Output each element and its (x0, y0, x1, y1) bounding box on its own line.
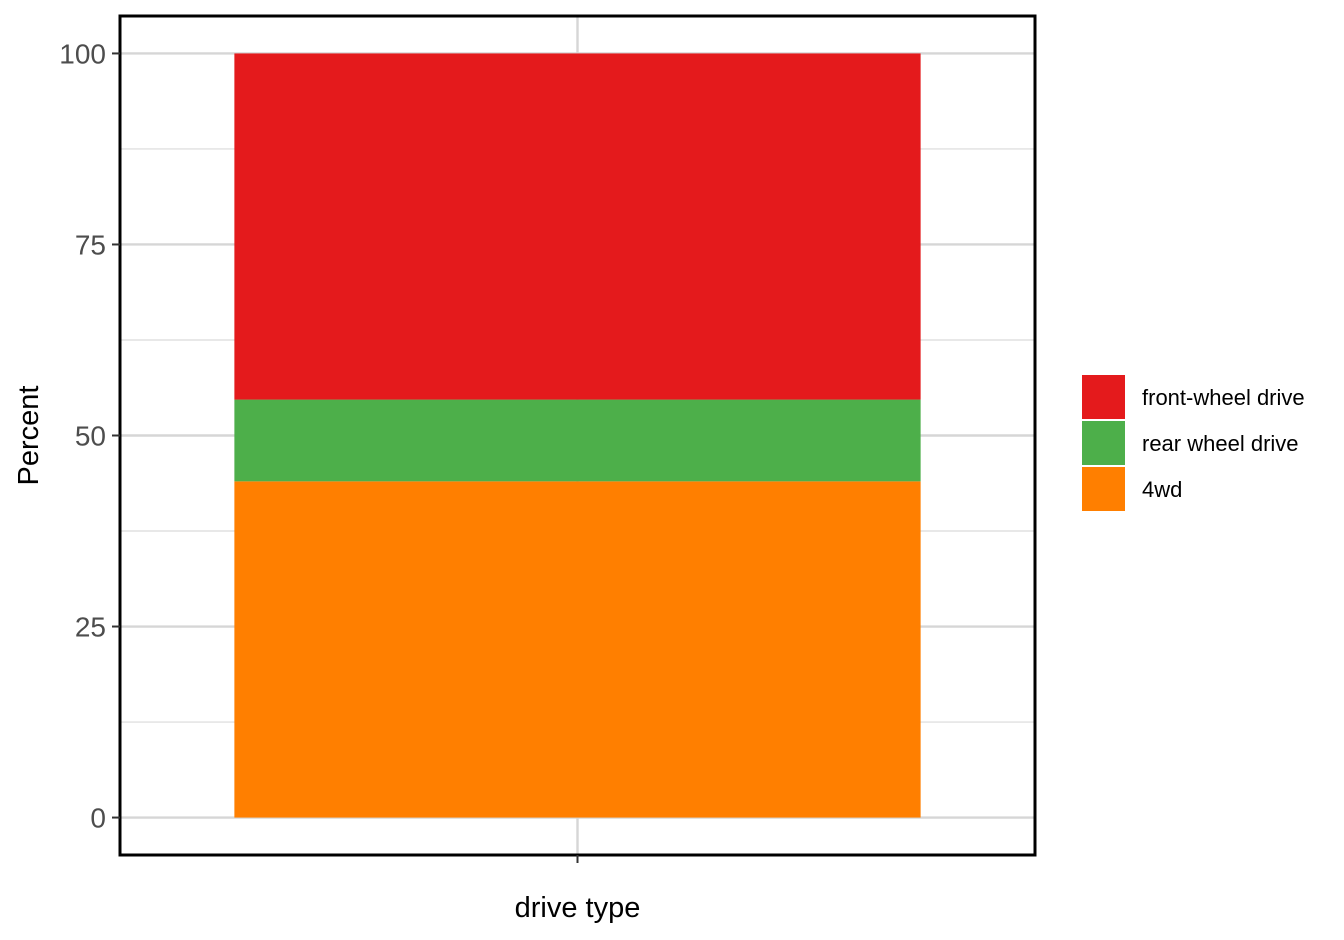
legend: front-wheel drive rear wheel drive 4wd (1082, 375, 1305, 511)
legend-label: front-wheel drive (1142, 385, 1305, 410)
bar-segment (234, 481, 921, 818)
legend-label: 4wd (1142, 477, 1182, 502)
bar-segment (234, 53, 921, 400)
bar-segment (234, 399, 921, 482)
legend-label: rear wheel drive (1142, 431, 1299, 456)
y-tick-label: 100 (59, 38, 106, 69)
axes: 0 25 50 75 100 (59, 38, 579, 863)
bar-segments (234, 53, 921, 818)
y-tick-label: 50 (75, 421, 106, 452)
legend-key (1082, 467, 1125, 511)
y-tick-label: 25 (75, 612, 106, 643)
legend-key (1082, 421, 1125, 465)
y-tick-label: 0 (90, 803, 106, 834)
y-tick-label: 75 (75, 229, 106, 260)
y-axis-title: Percent (13, 386, 45, 486)
x-axis-title: drive type (515, 892, 641, 924)
legend-key (1082, 375, 1125, 419)
